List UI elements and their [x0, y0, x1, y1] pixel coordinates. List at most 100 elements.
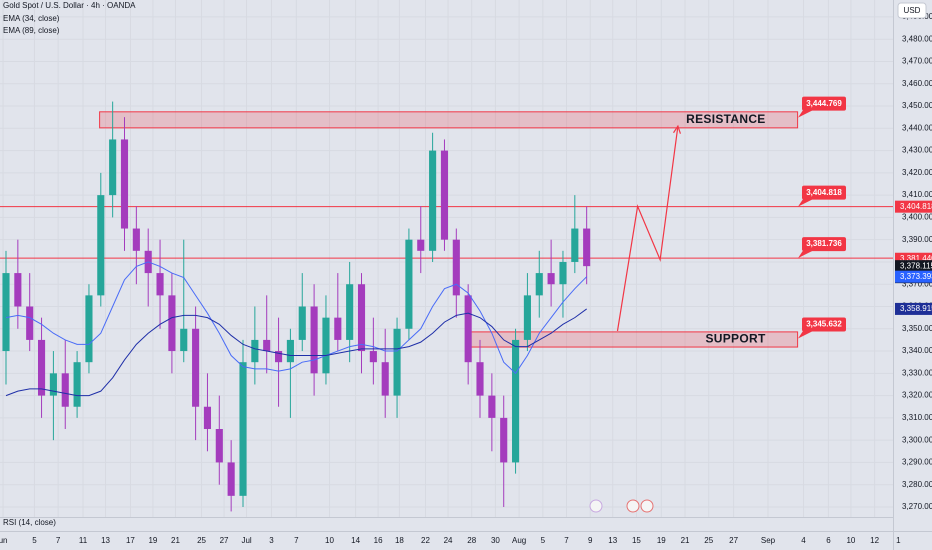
zone-label: SUPPORT: [705, 332, 765, 346]
ema-line: [5, 261, 588, 375]
x-tick-label: 24: [444, 536, 453, 545]
candle-body: [369, 351, 377, 363]
price-tag-label: 3,378.115: [900, 261, 932, 270]
candle-body: [298, 306, 306, 340]
callout-box: [802, 317, 846, 332]
y-tick-label: 3,290.000: [902, 458, 932, 467]
event-icon[interactable]: [626, 499, 640, 513]
y-tick-label: 3,320.000: [902, 391, 932, 400]
callout-box: [802, 185, 846, 200]
currency[interactable]: USD: [904, 6, 921, 15]
plot-area: RESISTANCE SUPPORT: [0, 101, 893, 512]
x-tick-label: 13: [608, 536, 617, 545]
x-tick-label: 5: [32, 536, 37, 545]
y-tick-label: 3,470.000: [902, 57, 932, 66]
candle-body: [547, 273, 555, 285]
candle-body: [357, 284, 366, 352]
y-tick-label: 3,310.000: [902, 413, 932, 422]
price-tag: [895, 302, 932, 315]
candle-body: [381, 362, 389, 396]
y-tick-label: 3,440.000: [902, 123, 932, 132]
candle-body: [37, 339, 46, 396]
x-tick-label: 3: [269, 536, 274, 545]
projection-arrow: [616, 125, 679, 332]
candle-body: [203, 406, 212, 430]
callout-label: 3,345.632: [806, 320, 842, 329]
price-tag-label: 3,358.915: [900, 304, 932, 313]
candle-body: [583, 228, 591, 267]
axes: 3,270.000 3,280.000 3,290.000 3,300.000 3,31…: [0, 12, 932, 545]
x-tick-label: 7: [564, 536, 569, 545]
indicator-label: EMA (89, close): [3, 26, 60, 35]
x-tick-label: 19: [148, 536, 157, 545]
candle-body: [180, 328, 188, 352]
x-tick-label: 1: [896, 536, 901, 545]
candle-body: [417, 239, 425, 251]
x-tick-label: 11: [79, 536, 88, 545]
candle-body: [535, 273, 543, 296]
x-tick-label: 28: [467, 536, 476, 545]
callout-box: [802, 96, 846, 111]
indicator-label: EMA (34, close): [3, 14, 60, 23]
y-tick-label: 3,430.000: [902, 146, 932, 155]
zone-label: RESISTANCE: [686, 112, 765, 126]
x-tick-label: 9: [588, 536, 593, 545]
price-tag-label: 3,404.818: [900, 202, 932, 211]
candle-body: [239, 362, 247, 496]
candle-body: [571, 228, 579, 262]
y-tick-label: 3,400.000: [902, 213, 932, 222]
candle-body: [61, 373, 69, 407]
candle-body: [263, 339, 271, 352]
x-tick-label: un: [0, 536, 7, 545]
price-tag: [895, 260, 932, 273]
x-tick-label: Jul: [241, 536, 251, 545]
candle-body: [405, 239, 413, 329]
event-icon[interactable]: [589, 499, 603, 513]
x-tick-label: 18: [395, 536, 404, 545]
currency-box[interactable]: [897, 2, 927, 19]
callout-box: [802, 237, 846, 252]
x-tick-label: Sep: [761, 536, 776, 545]
event-icon[interactable]: [640, 499, 654, 513]
y-tick-label: 3,270.000: [902, 502, 932, 511]
price-tag-label: 3,381.440: [900, 254, 932, 263]
candle-body: [310, 306, 318, 374]
candle-body: [14, 273, 22, 307]
x-tick-label: 30: [491, 536, 500, 545]
candle-body: [559, 261, 567, 285]
pane-label: RSI (14, close): [3, 518, 56, 527]
candle-body: [156, 273, 164, 296]
callout-label: 3,381.736: [806, 239, 842, 248]
x-tick-label: 17: [126, 536, 135, 545]
y-tick-label: 3,330.000: [902, 368, 932, 377]
x-tick-label: 22: [421, 536, 430, 545]
x-tick-label: 10: [325, 536, 334, 545]
candle-body: [109, 139, 117, 196]
candle-body: [275, 351, 283, 363]
candle-body: [85, 295, 93, 363]
x-tick-label: 12: [870, 536, 879, 545]
x-tick-label: 4: [801, 536, 806, 545]
candle-body: [464, 295, 472, 363]
candle-body: [452, 239, 460, 296]
chart-title: Gold Spot / U.S. Dollar · 4h · OANDA: [3, 1, 136, 10]
y-tick-label: 3,280.000: [902, 480, 932, 489]
x-tick-label: 10: [846, 536, 855, 545]
candle-body: [49, 373, 57, 396]
candle-body: [346, 284, 354, 340]
candle-body: [26, 306, 34, 340]
x-tick-label: 21: [171, 536, 180, 545]
y-tick-label: 3,450.000: [902, 101, 932, 110]
candle-body: [500, 417, 508, 463]
candle-body: [523, 295, 531, 340]
candle-body: [512, 339, 520, 463]
ema-line: [5, 308, 587, 397]
x-tick-label: 7: [294, 536, 299, 545]
candle-body: [97, 195, 105, 296]
candle-body: [251, 339, 259, 363]
x-tick-label: 16: [374, 536, 383, 545]
candle-body: [168, 295, 176, 352]
y-tick-label: 3,390.000: [902, 235, 932, 244]
x-tick-label: 19: [657, 536, 666, 545]
